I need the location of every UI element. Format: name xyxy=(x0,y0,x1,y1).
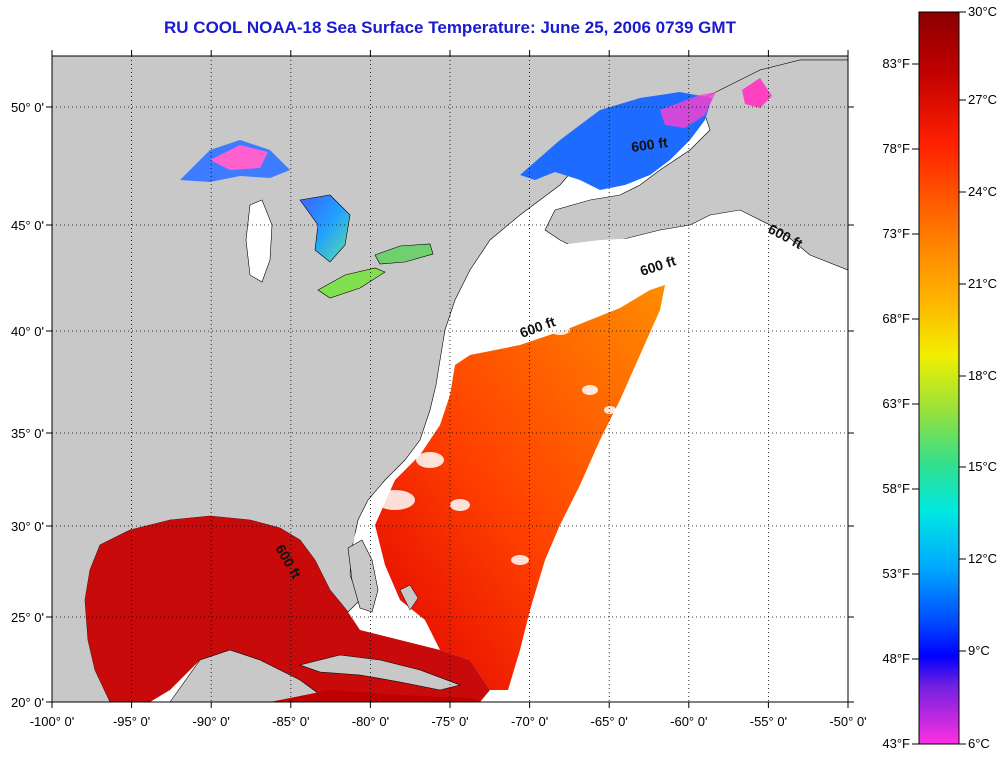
lon-label: -100° 0' xyxy=(30,714,75,729)
lon-label: -50° 0' xyxy=(829,714,866,729)
sst-st-lawrence-cold xyxy=(660,92,716,128)
colorbar-labels: 30°C 27°C 24°C 21°C 18°C 15°C 12°C 9°C 6°C 83°F 78… xyxy=(882,4,997,751)
cloud-north-atlantic xyxy=(455,238,700,360)
lat-label: 35° 0' xyxy=(11,426,44,441)
colorbar-fahrenheit-label: 43°F xyxy=(882,736,910,751)
colorbar-fahrenheit-label: 68°F xyxy=(882,311,910,326)
land-florida xyxy=(347,539,379,613)
colorbar-fahrenheit-label: 58°F xyxy=(882,481,910,496)
lon-label: -60° 0' xyxy=(670,714,707,729)
colorbar-celsius-label: 30°C xyxy=(968,4,997,19)
colorbar-celsius-label: 18°C xyxy=(968,368,997,383)
land-bahamas-area xyxy=(399,584,419,611)
colorbar-celsius-label: 24°C xyxy=(968,184,997,199)
sst-gulf-of-mexico xyxy=(85,516,490,702)
lat-label: 45° 0' xyxy=(11,218,44,233)
lat-label: 25° 0' xyxy=(11,610,44,625)
lake-superior-pink xyxy=(210,145,268,170)
lon-label: -85° 0' xyxy=(272,714,309,729)
colorbar-celsius-label: 27°C xyxy=(968,92,997,107)
lon-label: -90° 0' xyxy=(193,714,230,729)
caribbean-sst xyxy=(270,690,480,702)
land-cuba xyxy=(298,654,462,691)
longitude-axis: -100° 0' -95° 0' -90° 0' -85° 0' -80° 0' -75°… xyxy=(30,50,867,729)
colorbar-fahrenheit-label: 53°F xyxy=(882,566,910,581)
lon-label: -95° 0' xyxy=(113,714,150,729)
colorbar-fahrenheit-label: 63°F xyxy=(882,396,910,411)
lon-label: -80° 0' xyxy=(352,714,389,729)
lon-label: -55° 0' xyxy=(750,714,787,729)
colorbar-celsius-label: 15°C xyxy=(968,459,997,474)
lake-michigan xyxy=(245,199,273,283)
lake-huron xyxy=(299,194,351,263)
latitude-axis: 20° 0' 25° 0' 30° 0' 35° 0' 40° 0' 45° 0' 50° … xyxy=(11,100,854,710)
contour-label-1: 600 ft xyxy=(630,134,669,155)
lat-label: 30° 0' xyxy=(11,519,44,534)
colorbar xyxy=(918,11,960,745)
lake-ontario xyxy=(374,243,434,265)
lon-label: -65° 0' xyxy=(591,714,628,729)
colorbar-fahrenheit-label: 78°F xyxy=(882,141,910,156)
colorbar-celsius-label: 9°C xyxy=(968,643,990,658)
lat-label: 20° 0' xyxy=(11,695,44,710)
lat-label: 50° 0' xyxy=(11,100,44,115)
colorbar-celsius-label: 12°C xyxy=(968,551,997,566)
colorbar-fahrenheit-label: 48°F xyxy=(882,651,910,666)
colorbar-ticks xyxy=(912,11,966,745)
map-title: RU COOL NOAA-18 Sea Surface Temperature:… xyxy=(164,18,736,37)
sst-labrador-pink xyxy=(742,78,772,108)
lake-erie xyxy=(317,267,386,299)
colorbar-fahrenheit-label: 83°F xyxy=(882,56,910,71)
lon-label: -70° 0' xyxy=(511,714,548,729)
colorbar-celsius-label: 6°C xyxy=(968,736,990,751)
colorbar-celsius-label: 21°C xyxy=(968,276,997,291)
colorbar-fahrenheit-label: 73°F xyxy=(882,226,910,241)
lat-label: 40° 0' xyxy=(11,324,44,339)
map-graticule xyxy=(52,56,848,702)
lon-label: -75° 0' xyxy=(431,714,468,729)
